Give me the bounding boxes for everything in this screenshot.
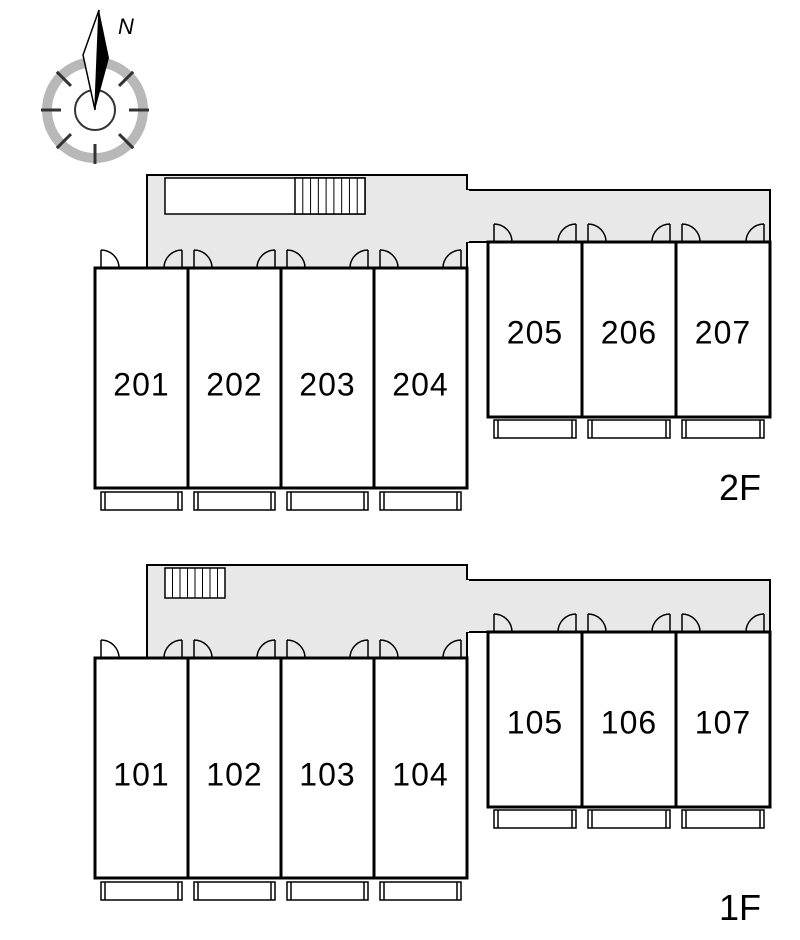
room-label: 204 xyxy=(392,367,448,403)
room-label: 203 xyxy=(299,367,355,403)
room-204: 204 xyxy=(374,250,467,510)
room-107: 107 xyxy=(676,614,770,828)
room-103: 103 xyxy=(281,640,374,900)
floor-label: 2F xyxy=(719,467,761,508)
room-206: 206 xyxy=(582,224,676,438)
room-label: 106 xyxy=(601,705,657,741)
compass-icon: N xyxy=(41,10,149,164)
room-203: 203 xyxy=(281,250,374,510)
room-101: 101 xyxy=(95,640,188,900)
room-label: 101 xyxy=(113,757,169,793)
room-label: 102 xyxy=(206,757,262,793)
stairs-icon xyxy=(295,178,365,214)
floor-plan-svg: N2012022032042052062072F1011021031041051… xyxy=(0,0,800,940)
room-105: 105 xyxy=(488,614,582,828)
room-label: 205 xyxy=(507,315,563,351)
room-207: 207 xyxy=(676,224,770,438)
floor-label: 1F xyxy=(719,887,761,928)
floor-f1: 101 102 103 104 105 106 107 1F xyxy=(95,565,770,928)
room-label: 104 xyxy=(392,757,448,793)
room-label: 206 xyxy=(601,315,657,351)
room-label: 105 xyxy=(507,705,563,741)
compass-n-label: N xyxy=(118,14,134,39)
room-label: 201 xyxy=(113,367,169,403)
room-201: 201 xyxy=(95,250,188,510)
room-label: 202 xyxy=(206,367,262,403)
room-label: 103 xyxy=(299,757,355,793)
room-102: 102 xyxy=(188,640,281,900)
room-label: 207 xyxy=(695,315,751,351)
room-104: 104 xyxy=(374,640,467,900)
room-106: 106 xyxy=(582,614,676,828)
room-205: 205 xyxy=(488,224,582,438)
floor-f2: 201 202 203 204 205 206 207 2F xyxy=(95,175,770,510)
room-label: 107 xyxy=(695,705,751,741)
room-202: 202 xyxy=(188,250,281,510)
